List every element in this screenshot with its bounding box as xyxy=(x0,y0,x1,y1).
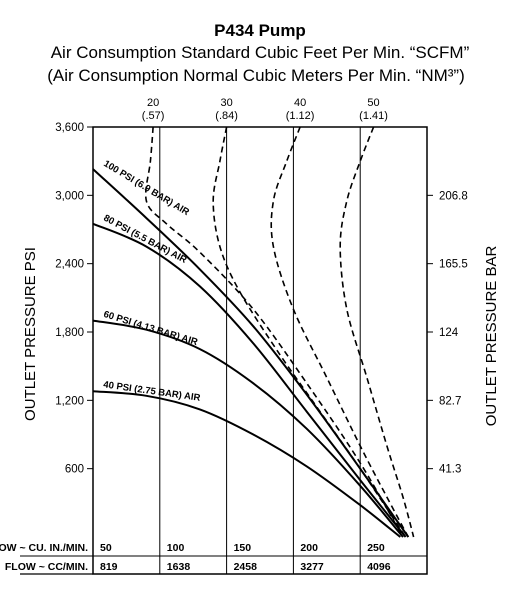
pressure-curve-line xyxy=(92,390,401,538)
y-tick-label-right: 41.3 xyxy=(439,464,461,476)
y-axis-label-right: OUTLET PRESSURE BAR xyxy=(483,246,500,427)
nm3-label: (1.41) xyxy=(359,110,388,122)
scfm-label: 50 xyxy=(367,97,379,109)
flow-row1-label: FLOW ~ CU. IN./MIN. xyxy=(0,542,88,554)
nm3-label: (.57) xyxy=(142,110,165,122)
y-tick-label-left: 3,000 xyxy=(55,190,84,202)
y-tick-label-left: 1,200 xyxy=(55,395,84,407)
chart-subtitle-line2: (Air Consumption Normal Cubic Meters Per… xyxy=(47,66,465,85)
air-consumption-curve-line xyxy=(144,126,404,538)
flow-row2-value: 4096 xyxy=(367,561,391,573)
y-tick-label-right: 82.7 xyxy=(439,395,461,407)
y-tick-label-right: 165.5 xyxy=(439,259,468,271)
grid-lines xyxy=(92,126,428,575)
y-tick-label-left: 2,400 xyxy=(55,259,84,271)
air-consumption-curve-line xyxy=(270,126,410,538)
flow-row1-value: 50 xyxy=(100,542,112,554)
pressure-curve-line xyxy=(92,319,404,538)
flow-row2-value: 2458 xyxy=(234,561,258,573)
y-axis-label-left: OUTLET PRESSURE PSI xyxy=(22,247,39,421)
flow-row2-value: 1638 xyxy=(167,561,191,573)
pressure-curve-label: 40 PSI (2.75 BAR) AIR xyxy=(103,379,202,404)
flow-row2-value: 3277 xyxy=(300,561,324,573)
plot-frame xyxy=(92,126,428,575)
scfm-label: 40 xyxy=(294,97,306,109)
y-tick-label-left: 600 xyxy=(65,464,84,476)
y-tick-label-right: 124 xyxy=(439,327,459,339)
pressure-curve-line xyxy=(92,222,407,538)
air-consumption-curves: 20(.57) 30(.84) 40(1.12) 50(1.41) xyxy=(142,97,415,538)
scfm-label: 20 xyxy=(147,97,159,109)
flow-row1-value: 250 xyxy=(367,542,385,554)
axis-ticks: 3,600 3,000 2,400 1,800 1,200 600 206.8 165.5 12… xyxy=(55,122,468,476)
flow-row1-value: 200 xyxy=(300,542,318,554)
pressure-curve-label: 60 PSI (4.13 BAR) AIR xyxy=(102,309,199,348)
nm3-label: (.84) xyxy=(215,110,238,122)
flow-row2-value: 819 xyxy=(100,561,118,573)
flow-row1-value: 100 xyxy=(167,542,185,554)
scfm-label: 30 xyxy=(220,97,232,109)
y-tick-label-right: 206.8 xyxy=(439,190,468,202)
chart-title: P434 Pump xyxy=(214,21,306,40)
pressure-curve-label: 80 PSI (5.5 BAR) AIR xyxy=(102,213,189,266)
air-consumption-curve-line xyxy=(212,126,407,538)
chart-subtitle-line1: Air Consumption Standard Cubic Feet Per … xyxy=(51,43,470,62)
flow-row2-label: FLOW ~ CC/MIN. xyxy=(5,561,88,573)
flow-row1-value: 150 xyxy=(234,542,252,554)
flow-table: FLOW ~ CU. IN./MIN. FLOW ~ CC/MIN. 50 100 15… xyxy=(0,542,427,575)
y-tick-label-left: 3,600 xyxy=(55,122,84,134)
y-tick-label-left: 1,800 xyxy=(55,327,84,339)
air-consumption-curve-line xyxy=(339,126,415,538)
nm3-label: (1.12) xyxy=(286,110,315,122)
